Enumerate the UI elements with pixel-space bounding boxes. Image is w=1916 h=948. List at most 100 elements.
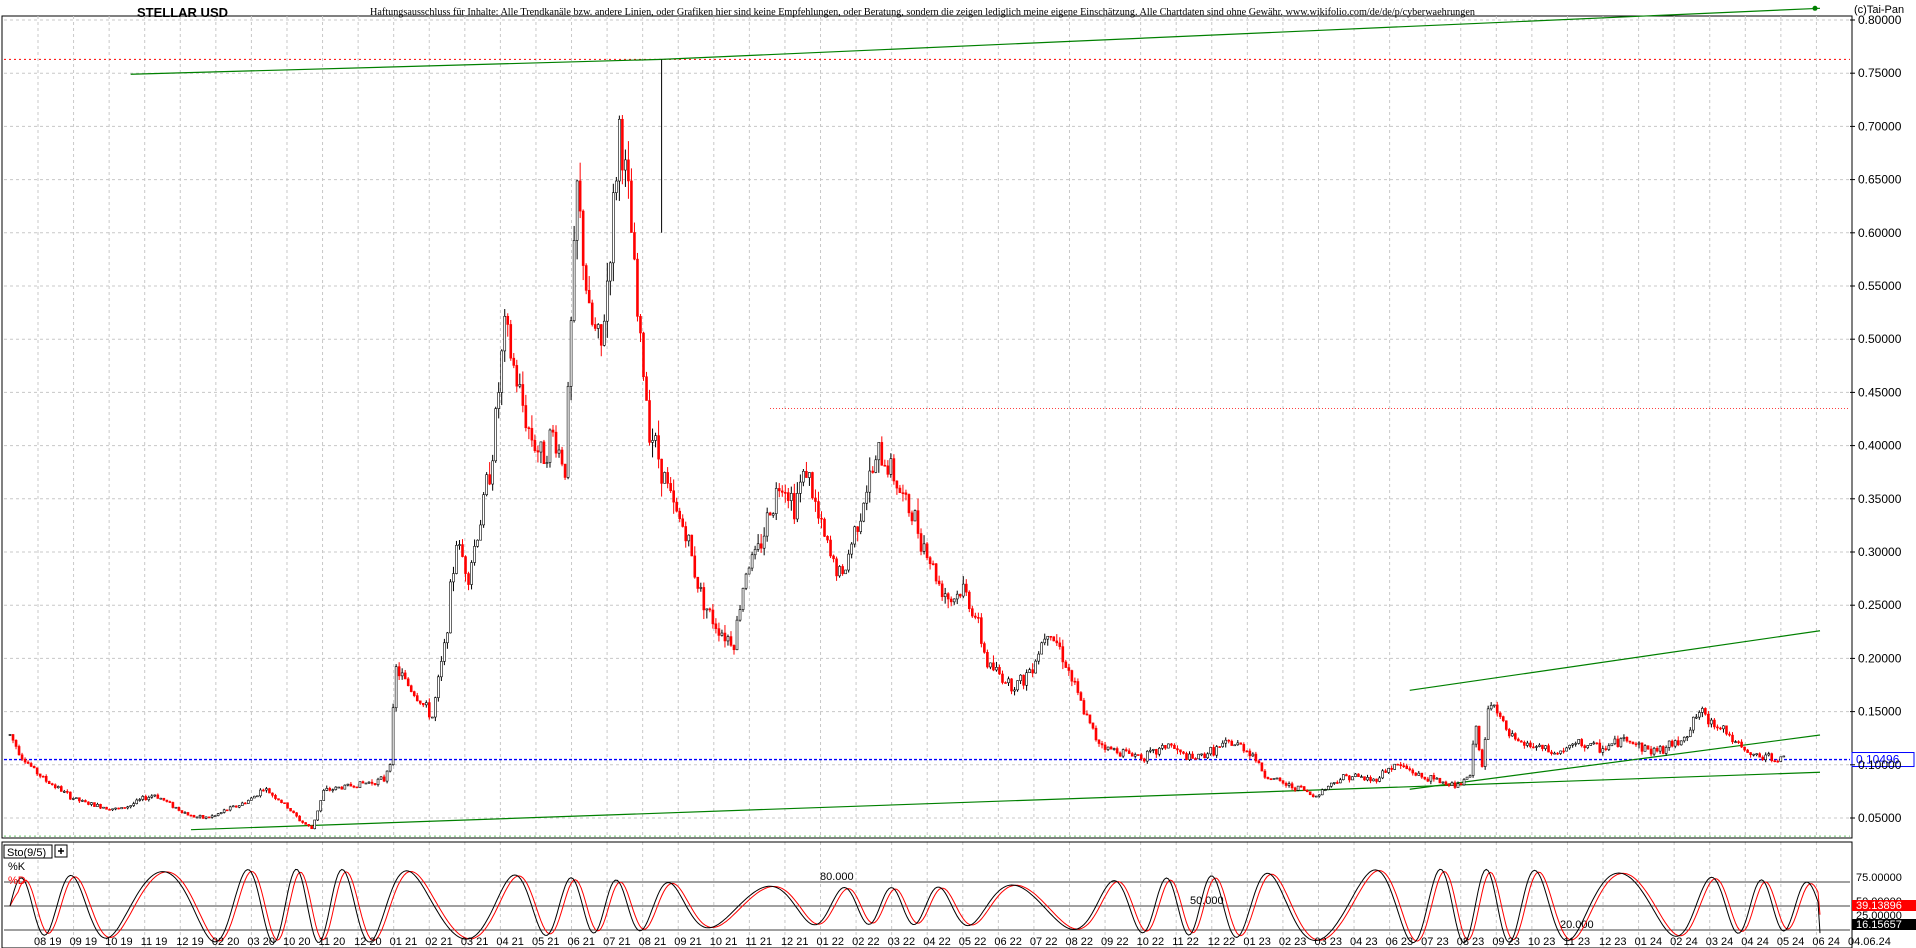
candle-body <box>195 816 199 819</box>
candle-body <box>397 666 401 677</box>
candle-body <box>545 462 549 465</box>
candle-body <box>744 573 748 589</box>
candle-body <box>1323 789 1327 791</box>
candle-body <box>1022 674 1025 686</box>
time-tick-label: 03 21 <box>461 936 489 948</box>
candle-body <box>1477 725 1481 751</box>
candle-body <box>699 587 703 589</box>
candle-body <box>228 806 232 811</box>
candle-body <box>678 510 682 520</box>
candle-body <box>123 807 126 809</box>
stochastic-d-line <box>9 869 1821 942</box>
candle-body <box>696 576 700 589</box>
candle-body <box>1130 753 1134 757</box>
candle-body <box>201 815 205 819</box>
candle-body <box>225 809 229 812</box>
candle-body <box>1363 776 1366 781</box>
candle-body <box>1263 770 1267 778</box>
candle-body <box>1275 777 1279 780</box>
candle-body <box>868 470 872 493</box>
candle-body <box>1399 764 1402 767</box>
time-axis: 08 19 09 19 10 19 11 19 12 19 02 20 03 20 10 20… <box>34 936 1891 948</box>
candle-body <box>1426 778 1430 782</box>
candle-body <box>569 320 573 387</box>
candle-body <box>1381 770 1384 779</box>
candle-body <box>1378 777 1381 782</box>
candle-body <box>777 488 781 492</box>
candle-body <box>292 810 295 814</box>
candle-body <box>974 615 977 618</box>
candle-body <box>1695 716 1698 719</box>
candle-body <box>434 697 437 718</box>
candle-body <box>669 483 672 492</box>
candle-body <box>756 543 760 550</box>
price-tick-label: 0.25000 <box>1858 598 1902 612</box>
candle-body <box>1743 746 1746 751</box>
candle-body <box>334 786 338 790</box>
candle-body <box>1405 765 1409 769</box>
candle-body <box>295 812 298 817</box>
candle-body <box>1085 713 1089 716</box>
price-tick-label: 0.75000 <box>1858 66 1902 80</box>
candle-body <box>977 617 980 619</box>
candle-body <box>180 810 184 813</box>
candle-body <box>117 807 120 810</box>
stochastic-level-label: 50.000 <box>1190 895 1224 907</box>
candle-body <box>1013 689 1016 692</box>
candle-body <box>1073 680 1077 683</box>
candle-body <box>1067 667 1071 671</box>
candle-body <box>1221 742 1224 747</box>
candle-body <box>1040 642 1043 655</box>
trendline-handle[interactable] <box>1812 5 1818 11</box>
candle-body <box>958 593 962 597</box>
candle-body <box>120 807 123 810</box>
candle-body <box>1236 742 1240 746</box>
candle-body <box>1776 760 1780 763</box>
candle-body <box>47 781 51 785</box>
candle-body <box>1239 742 1243 745</box>
candle-body <box>609 262 612 282</box>
candle-body <box>1031 669 1034 674</box>
candle-body <box>717 628 721 636</box>
candle-body <box>78 797 81 802</box>
candle-body <box>129 805 132 808</box>
candle-body <box>1179 749 1182 753</box>
candle-body <box>1345 774 1348 777</box>
candle-body <box>259 789 262 797</box>
price-tick-label: 0.80000 <box>1858 13 1902 27</box>
candle-body <box>409 685 413 692</box>
candle-body <box>1489 705 1493 710</box>
candle-body <box>1061 646 1065 663</box>
candle-body <box>1079 692 1083 701</box>
candle-body <box>793 493 796 520</box>
candle-body <box>949 598 953 603</box>
candle-body <box>642 332 645 378</box>
trendline <box>1409 734 1821 790</box>
candle-body <box>1423 776 1427 780</box>
candle-body <box>1296 785 1300 791</box>
candle-body <box>421 702 425 706</box>
candle-body <box>41 775 45 778</box>
time-tick-label: 09 19 <box>70 936 98 948</box>
candle-body <box>253 795 256 799</box>
candle-body <box>132 803 135 806</box>
candle-body <box>1504 720 1508 730</box>
candle-body <box>1459 783 1463 786</box>
candle-body <box>168 801 172 803</box>
candle-body <box>765 512 769 537</box>
candle-body <box>1354 773 1357 777</box>
candle-body <box>1643 745 1647 752</box>
candle-body <box>1357 773 1360 777</box>
candle-body <box>1245 750 1249 753</box>
candle-body <box>1670 740 1674 747</box>
candle-body <box>1115 748 1119 754</box>
candle-body <box>856 526 859 532</box>
candle-body <box>271 792 274 796</box>
time-tick-label: 11 20 <box>319 936 346 948</box>
candle-body <box>1064 661 1068 668</box>
time-tick-label: 08 23 <box>1457 936 1485 948</box>
candle-body <box>1088 714 1092 724</box>
indicator-name-box[interactable] <box>3 844 53 859</box>
